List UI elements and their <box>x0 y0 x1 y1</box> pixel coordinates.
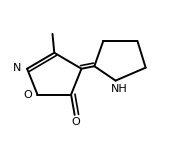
Text: NH: NH <box>111 84 127 94</box>
Text: O: O <box>23 90 32 100</box>
Text: O: O <box>71 117 80 127</box>
Text: N: N <box>13 63 21 73</box>
